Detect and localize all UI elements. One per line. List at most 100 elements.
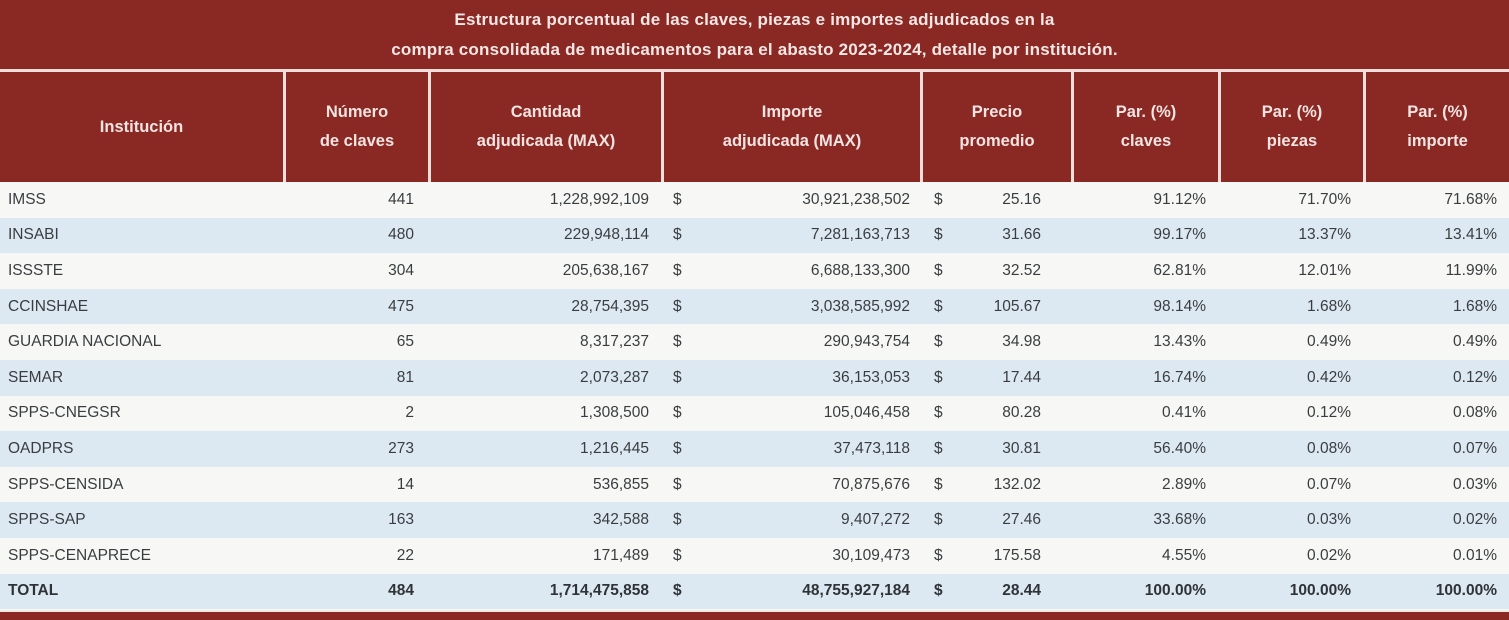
cell-par-importe: 0.01%: [1453, 546, 1497, 564]
cell-institucion: TOTAL: [8, 582, 59, 600]
currency-symbol: $: [934, 546, 943, 564]
currency-symbol: $: [934, 190, 943, 208]
table-body: IMSS 441 1,228,992,109 $30,921,238,502 $25.1…: [0, 182, 1509, 610]
table-title-line-2: compra consolidada de medicamentos para …: [391, 39, 1118, 59]
cell-institucion: SPPS-CENSIDA: [8, 475, 124, 493]
cell-par-piezas: 71.70%: [1298, 190, 1351, 208]
cell-precio-promedio: $30.81: [920, 431, 1071, 467]
cell-par-piezas: 100.00%: [1289, 582, 1351, 600]
currency-symbol: $: [934, 404, 943, 422]
cell-cantidad-adjudicada: 28,754,395: [571, 297, 649, 315]
cell-value: 34.98: [1002, 333, 1041, 351]
table-row: CCINSHAE 475 28,754,395 $3,038,585,992 $105.…: [0, 288, 1509, 325]
currency-symbol: $: [673, 582, 682, 600]
cell-par-piezas: 0.12%: [1307, 404, 1351, 422]
cell-par-claves: 4.55%: [1162, 546, 1206, 564]
cell-value: 132.02: [993, 475, 1041, 493]
cell-importe-adjudicada: $30,921,238,502: [661, 182, 920, 218]
cell-value: 31.66: [1002, 226, 1041, 244]
cell-numero-claves: 2: [405, 404, 414, 422]
currency-symbol: $: [934, 511, 943, 529]
cell-cantidad-adjudicada: 1,714,475,858: [549, 582, 649, 600]
cell-cantidad-adjudicada: 536,855: [592, 475, 649, 493]
currency-symbol: $: [673, 261, 682, 279]
table-title: Estructura porcentual de las claves, pie…: [0, 0, 1509, 72]
currency-symbol: $: [673, 404, 682, 422]
cell-cantidad-adjudicada: 229,948,114: [563, 226, 649, 244]
cell-par-piezas: 13.37%: [1298, 226, 1351, 244]
table-row: SPPS-CNEGSR 2 1,308,500 $105,046,458 $80.28 0…: [0, 395, 1509, 432]
cell-par-claves: 98.14%: [1153, 297, 1206, 315]
table-row: IMSS 441 1,228,992,109 $30,921,238,502 $25.1…: [0, 182, 1509, 218]
column-header-text: adjudicada (MAX): [722, 132, 862, 150]
currency-symbol: $: [673, 511, 682, 529]
cell-par-piezas: 0.07%: [1307, 475, 1351, 493]
cell-importe-adjudicada: $6,688,133,300: [661, 253, 920, 289]
cell-numero-claves: 480: [388, 226, 414, 244]
table-row: SPPS-SAP 163 342,588 $9,407,272 $27.46 33.68%…: [0, 502, 1509, 538]
currency-symbol: $: [934, 475, 943, 493]
cell-par-importe: 0.03%: [1453, 475, 1497, 493]
table-row: ISSSTE 304 205,638,167 $6,688,133,300 $32.52…: [0, 253, 1509, 289]
table-row: OADPRS 273 1,216,445 $37,473,118 $30.81 56.40…: [0, 431, 1509, 467]
currency-symbol: $: [934, 226, 943, 244]
column-header-text: promedio: [959, 132, 1035, 150]
currency-symbol: $: [673, 333, 682, 351]
cell-numero-claves: 273: [388, 439, 414, 457]
cell-value: 48,755,927,184: [802, 582, 910, 600]
column-header-text: Institución: [99, 117, 184, 136]
column-header-par-claves: Par. (%) claves: [1071, 72, 1218, 182]
table-row: GUARDIA NACIONAL 65 8,317,237 $290,943,754 $…: [0, 324, 1509, 360]
currency-symbol: $: [934, 582, 943, 600]
cell-cantidad-adjudicada: 1,228,992,109: [549, 190, 649, 208]
cell-precio-promedio: $175.58: [920, 538, 1071, 574]
cell-cantidad-adjudicada: 1,216,445: [580, 439, 649, 457]
cell-value: 105,046,458: [823, 404, 910, 422]
cell-importe-adjudicada: $290,943,754: [661, 324, 920, 360]
cell-value: 7,281,163,713: [810, 226, 910, 244]
cell-cantidad-adjudicada: 171,489: [592, 546, 649, 564]
currency-symbol: $: [934, 333, 943, 351]
cell-importe-adjudicada: $48,755,927,184: [661, 574, 920, 610]
cell-par-piezas: 0.42%: [1307, 368, 1351, 386]
cell-par-claves: 62.81%: [1153, 261, 1206, 279]
cell-importe-adjudicada: $70,875,676: [661, 467, 920, 503]
cell-value: 25.16: [1002, 190, 1041, 208]
column-header-precio-promedio: Precio promedio: [920, 72, 1071, 182]
table-row-total: TOTAL 484 1,714,475,858 $48,755,927,184 $28.…: [0, 573, 1509, 610]
column-header-par-piezas: Par. (%) piezas: [1218, 72, 1363, 182]
column-header-text: adjudicada (MAX): [476, 132, 616, 150]
cell-precio-promedio: $32.52: [920, 253, 1071, 289]
column-header-instituci-n: Institución: [0, 72, 283, 182]
cell-importe-adjudicada: $3,038,585,992: [661, 289, 920, 325]
cell-par-importe: 1.68%: [1453, 297, 1497, 315]
column-header-text: Importe: [761, 103, 823, 121]
cell-institucion: SPPS-SAP: [8, 511, 86, 529]
currency-symbol: $: [934, 261, 943, 279]
cell-precio-promedio: $80.28: [920, 396, 1071, 432]
cell-value: 105.67: [993, 297, 1041, 315]
bottom-border-strip: [0, 610, 1509, 620]
cell-institucion: GUARDIA NACIONAL: [8, 333, 162, 351]
cell-par-claves: 13.43%: [1153, 333, 1206, 351]
column-header-text: importe: [1407, 132, 1468, 150]
cell-precio-promedio: $105.67: [920, 289, 1071, 325]
cell-cantidad-adjudicada: 342,588: [592, 511, 649, 529]
cell-par-claves: 33.68%: [1153, 511, 1206, 529]
column-header-text: Par. (%): [1115, 103, 1177, 121]
cell-par-importe: 0.49%: [1453, 333, 1497, 351]
cell-importe-adjudicada: $36,153,053: [661, 360, 920, 396]
cell-par-claves: 2.89%: [1162, 475, 1206, 493]
column-header-text: Precio: [971, 103, 1023, 121]
table-row: INSABI 480 229,948,114 $7,281,163,713 $31.66…: [0, 217, 1509, 254]
column-header-text: piezas: [1266, 132, 1318, 150]
cell-importe-adjudicada: $7,281,163,713: [661, 218, 920, 254]
currency-symbol: $: [673, 226, 682, 244]
column-header-n-mero-de-claves: Número de claves: [283, 72, 428, 182]
cell-institucion: SPPS-CNEGSR: [8, 404, 121, 422]
table-row: SPPS-CENSIDA 14 536,855 $70,875,676 $132.02 2…: [0, 466, 1509, 503]
cell-numero-claves: 484: [388, 582, 414, 600]
cell-precio-promedio: $28.44: [920, 574, 1071, 610]
cell-value: 32.52: [1002, 261, 1041, 279]
